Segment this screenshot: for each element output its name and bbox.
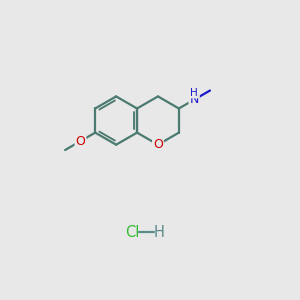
Text: H: H bbox=[190, 88, 198, 98]
Text: H: H bbox=[153, 225, 164, 240]
Text: Cl: Cl bbox=[125, 225, 140, 240]
Text: O: O bbox=[76, 135, 85, 148]
Text: N: N bbox=[190, 93, 199, 106]
Text: O: O bbox=[153, 138, 163, 151]
